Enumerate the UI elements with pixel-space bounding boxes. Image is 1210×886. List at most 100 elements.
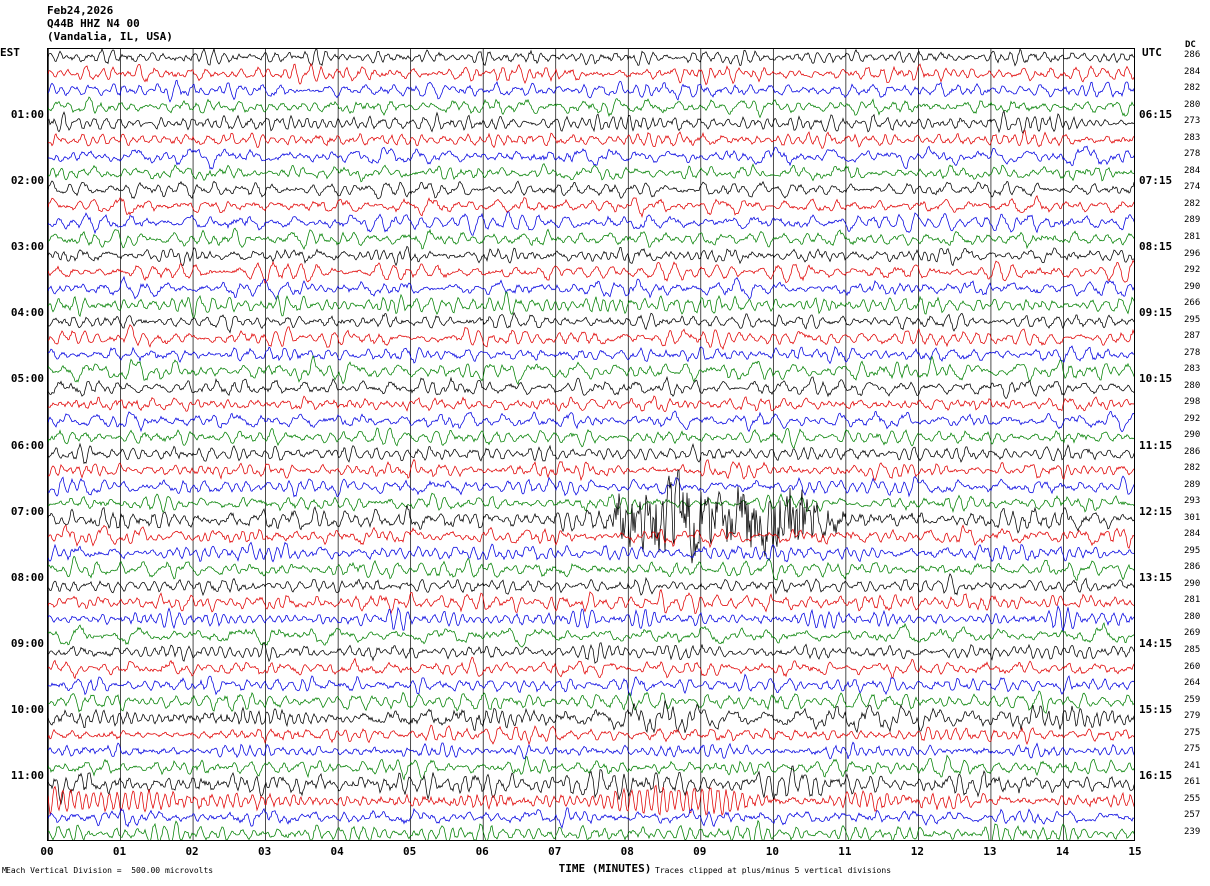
left-axis-label: EST [0, 46, 20, 59]
x-tick: 07 [548, 845, 562, 858]
left-time-tick: 04:00 [10, 306, 44, 320]
dc-value: 290 [1184, 578, 1201, 589]
dc-value: 301 [1184, 512, 1201, 523]
x-tick: 13 [983, 845, 997, 858]
right-axis-label: UTC [1142, 46, 1162, 59]
right-time-tick: 08:15 [1139, 240, 1173, 254]
dc-value: 255 [1184, 793, 1201, 804]
dc-value: 296 [1184, 248, 1201, 259]
x-tick: 09 [693, 845, 707, 858]
x-tick: 03 [257, 845, 272, 858]
dc-value: 261 [1184, 777, 1201, 788]
x-tick: 01 [112, 845, 127, 858]
left-time-tick: 11:00 [10, 768, 44, 782]
dc-value: 286 [1184, 446, 1201, 457]
dc-value: 278 [1184, 347, 1201, 358]
dc-value: 241 [1184, 760, 1201, 771]
x-tick: 11 [838, 845, 852, 858]
x-tick: 02 [185, 845, 199, 858]
dc-value: 283 [1184, 132, 1201, 143]
dc-value: 239 [1184, 826, 1201, 837]
right-time-tick: 09:15 [1139, 306, 1173, 320]
right-time-tick: 06:15 [1139, 108, 1173, 122]
left-time-tick: 06:00 [10, 438, 44, 452]
footer-mark: M [2, 866, 7, 875]
plot-gridlines [48, 49, 1064, 840]
right-time-tick: 15:15 [1139, 702, 1173, 716]
header-station: Q44B HHZ N4 00 [47, 17, 140, 30]
dc-value: 286 [1184, 50, 1201, 61]
x-tick: 14 [1055, 845, 1070, 858]
seismogram-plot [47, 48, 1135, 841]
dc-value: 280 [1184, 99, 1201, 110]
dc-value: 295 [1184, 314, 1201, 325]
header-date: Feb24,2026 [47, 4, 114, 17]
dc-value: 279 [1184, 711, 1201, 722]
left-time-tick: 01:00 [10, 108, 44, 122]
right-time-tick: 10:15 [1139, 372, 1173, 386]
station-header: Feb24,2026 Q44B HHZ N4 00 (Vandalia, IL,… [47, 4, 173, 43]
right-time-tick: 14:15 [1139, 636, 1173, 650]
dc-value: 289 [1184, 215, 1201, 226]
x-tick: 10 [765, 845, 779, 858]
right-time-tick: 11:15 [1139, 438, 1173, 452]
dc-axis-label: DC [1185, 40, 1196, 50]
dc-value: 289 [1184, 479, 1201, 490]
left-time-tick: 05:00 [10, 372, 44, 386]
x-tick: 00 [40, 845, 54, 858]
x-tick: 08 [620, 845, 634, 858]
dc-value: 284 [1184, 529, 1201, 540]
left-time-tick: 07:00 [10, 504, 44, 518]
footer-clip-note: Traces clipped at plus/minus 5 vertical … [655, 866, 892, 875]
dc-value: 284 [1184, 165, 1201, 176]
left-time-tick: 09:00 [10, 636, 44, 650]
dc-value: 295 [1184, 545, 1201, 556]
header-location: (Vandalia, IL, USA) [47, 30, 173, 43]
dc-value: 264 [1184, 678, 1201, 689]
dc-value: 298 [1184, 397, 1201, 408]
dc-value: 266 [1184, 298, 1201, 309]
dc-value: 293 [1184, 496, 1201, 507]
x-tick: 04 [330, 845, 344, 858]
dc-value: 283 [1184, 364, 1201, 375]
left-time-tick: 08:00 [10, 570, 44, 584]
footer-scale-note: Each Vertical Division = 500.00 microvol… [6, 866, 214, 875]
dc-value: 281 [1184, 231, 1201, 242]
dc-value: 282 [1184, 463, 1201, 474]
right-time-tick: 13:15 [1139, 570, 1173, 584]
dc-value: 290 [1184, 430, 1201, 441]
dc-value: 260 [1184, 661, 1201, 672]
dc-value: 292 [1184, 265, 1201, 276]
dc-value: 257 [1184, 810, 1201, 821]
dc-value: 269 [1184, 628, 1201, 639]
x-tick: 15 [1128, 845, 1142, 858]
dc-value: 275 [1184, 727, 1201, 738]
right-time-tick: 07:15 [1139, 174, 1173, 188]
x-tick: 12 [910, 845, 925, 858]
dc-value: 282 [1184, 83, 1201, 94]
right-time-tick: 12:15 [1139, 504, 1173, 518]
x-axis-title: TIME (MINUTES) [558, 862, 652, 875]
left-time-tick: 03:00 [10, 240, 44, 254]
dc-value: 287 [1184, 331, 1201, 342]
dc-value: 281 [1184, 595, 1201, 606]
dc-value: 284 [1184, 66, 1201, 77]
dc-value: 275 [1184, 744, 1201, 755]
dc-value: 259 [1184, 694, 1201, 705]
dc-value: 274 [1184, 182, 1201, 193]
x-tick: 06 [475, 845, 489, 858]
dc-value: 280 [1184, 380, 1201, 391]
right-time-tick: 16:15 [1139, 768, 1173, 782]
plot-traces [48, 49, 1134, 840]
dc-value: 278 [1184, 149, 1201, 160]
dc-value: 292 [1184, 413, 1201, 424]
left-time-tick: 02:00 [10, 174, 44, 188]
dc-value: 286 [1184, 562, 1201, 573]
x-tick: 05 [403, 845, 417, 858]
dc-value: 285 [1184, 645, 1201, 655]
dc-value: 280 [1184, 611, 1201, 622]
dc-value: 282 [1184, 198, 1201, 209]
left-time-tick: 10:00 [10, 702, 44, 716]
dc-value: 290 [1184, 281, 1201, 292]
